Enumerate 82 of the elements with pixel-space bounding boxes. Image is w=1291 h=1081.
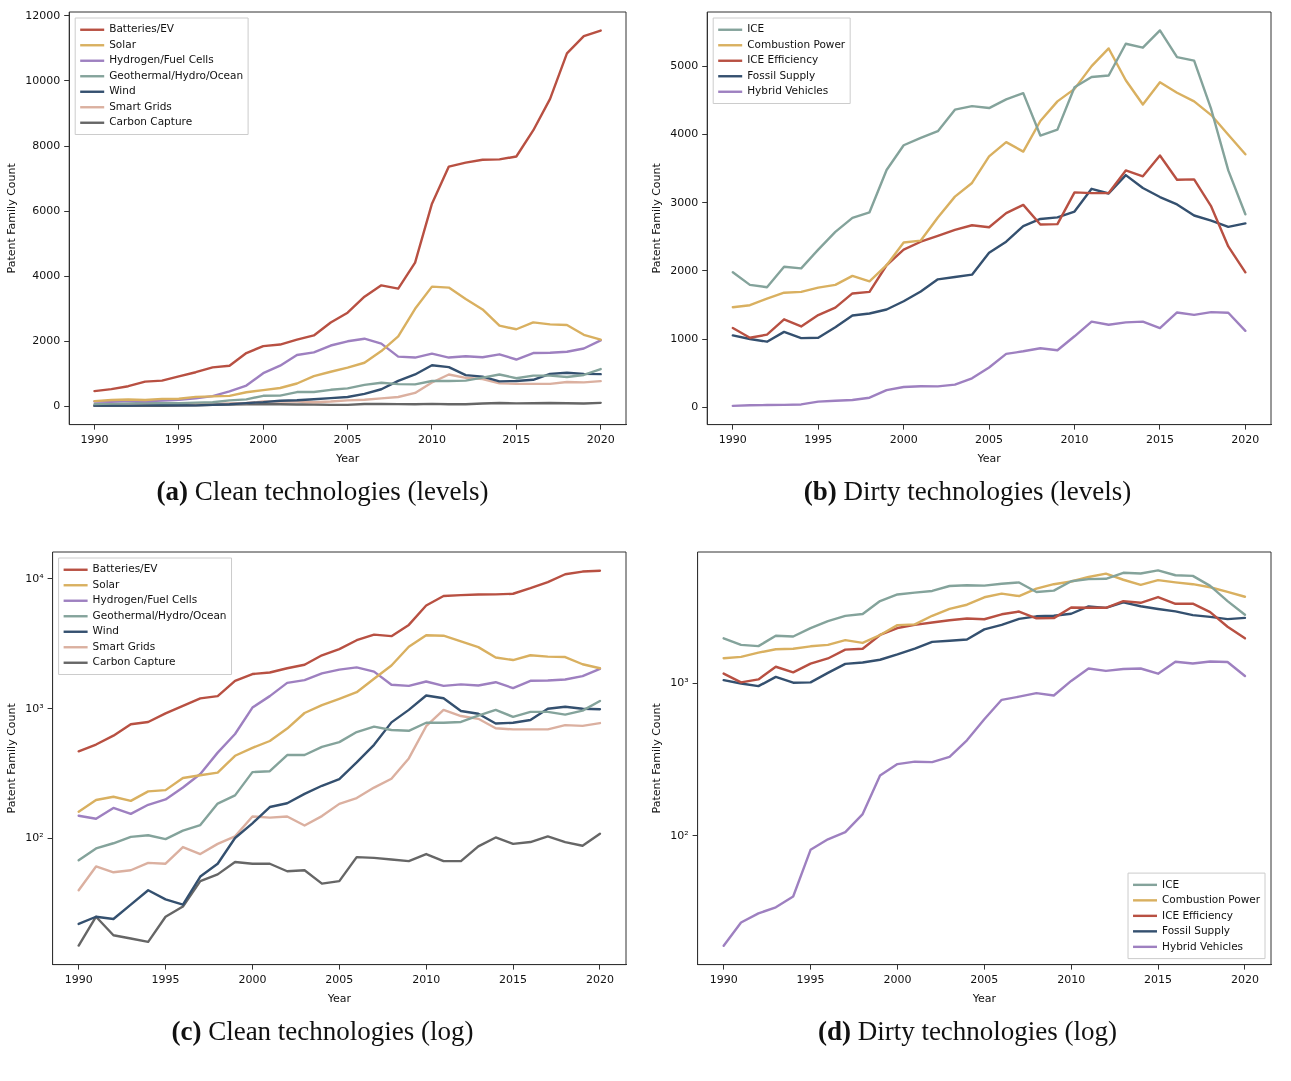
x-axis-title: Year — [334, 452, 360, 466]
y-tick-label: 10² — [670, 828, 689, 842]
legend-label: ICE Efficiency — [747, 53, 819, 66]
x-tick-label: 2005 — [975, 433, 1004, 447]
legend-label: ICE — [747, 22, 765, 35]
x-tick-label: 1990 — [709, 973, 738, 987]
legend-label: Hybrid Vehicles — [747, 84, 829, 97]
y-tick-label: 1000 — [670, 331, 699, 345]
x-tick-label: 2010 — [412, 973, 441, 987]
legend-label: Hybrid Vehicles — [1162, 939, 1244, 952]
x-tick-label: 2020 — [1230, 973, 1259, 987]
legend-label: Carbon Capture — [92, 655, 176, 668]
legend-label: ICE Efficiency — [1162, 908, 1234, 921]
y-tick-label: 0 — [53, 399, 61, 413]
x-tick-label: 1990 — [64, 973, 93, 987]
legend-label: Wind — [92, 624, 119, 637]
x-tick-label: 1995 — [796, 973, 825, 987]
x-tick-label: 2000 — [238, 973, 267, 987]
y-tick-label: 10³ — [25, 701, 44, 715]
x-tick-label: 2005 — [333, 433, 362, 447]
x-tick-label: 2000 — [249, 433, 278, 447]
y-tick-label: 10000 — [25, 73, 61, 87]
text: (a) Clean technologies (levels) — [155, 476, 490, 507]
x-tick-label: 1995 — [804, 433, 833, 447]
x-tick-label: 2000 — [889, 433, 918, 447]
legend-label: Solar — [92, 577, 121, 590]
x-tick-label: 1995 — [151, 973, 180, 987]
legend-label: Smart Grids — [109, 99, 172, 112]
y-tick-label: 8000 — [32, 138, 61, 152]
x-tick-label: 2020 — [1231, 433, 1260, 447]
legend-label: Wind — [109, 84, 136, 97]
y-tick-label: 4000 — [670, 127, 699, 141]
x-tick-label: 2015 — [1144, 973, 1173, 987]
x-tick-label: 2015 — [1145, 433, 1174, 447]
x-tick-label: 2010 — [1057, 973, 1086, 987]
y-tick-label: 10⁴ — [25, 571, 45, 585]
x-tick-label: 1990 — [718, 433, 747, 447]
legend-label: Fossil Supply — [747, 68, 816, 81]
y-tick-label: 0 — [691, 400, 699, 414]
legend-label: Batteries/EV — [92, 562, 159, 575]
x-tick-label: 2015 — [502, 433, 531, 447]
text: (d) Dirty technologies (log) — [816, 1016, 1119, 1047]
x-axis-title: Year — [971, 992, 997, 1006]
y-axis-title: Patent Family Count — [5, 162, 19, 274]
legend-label: Fossil Supply — [1162, 924, 1231, 937]
y-axis-title: Patent Family Count — [650, 702, 664, 814]
y-tick-label: 10³ — [670, 676, 689, 690]
x-tick-label: 2005 — [325, 973, 354, 987]
legend-label: Solar — [109, 37, 137, 50]
legend-label: Combustion Power — [1162, 893, 1261, 906]
y-tick-label: 6000 — [32, 204, 61, 217]
legend-label: Batteries/EV — [109, 22, 175, 35]
y-tick-label: 2000 — [32, 334, 61, 348]
legend-label: Geothermal/Hydro/Ocean — [92, 608, 227, 621]
y-tick-label: 10² — [25, 831, 44, 845]
y-tick-label: 12000 — [25, 8, 61, 22]
x-tick-label: 2020 — [586, 433, 615, 447]
x-axis-title: Year — [976, 452, 1002, 466]
x-axis-title: Year — [326, 992, 352, 1006]
text: (c) Clean technologies (log) — [170, 1016, 475, 1047]
x-tick-label: 2005 — [970, 973, 999, 987]
legend-label: Carbon Capture — [109, 115, 193, 128]
x-tick-label: 2010 — [1060, 433, 1089, 447]
y-tick-label: 2000 — [670, 263, 699, 277]
legend-label: Hydrogen/Fuel Cells — [109, 53, 214, 66]
legend-label: Geothermal/Hydro/Ocean — [109, 68, 244, 81]
legend-label: ICE — [1162, 877, 1180, 890]
y-axis-title: Patent Family Count — [5, 702, 19, 814]
x-tick-label: 2015 — [499, 973, 528, 987]
y-axis-title: Patent Family Count — [650, 162, 664, 274]
x-tick-label: 2020 — [585, 973, 614, 987]
x-tick-label: 2000 — [883, 973, 912, 987]
legend-label: Hydrogen/Fuel Cells — [92, 593, 198, 606]
x-tick-label: 2010 — [417, 433, 446, 447]
legend-label: Smart Grids — [92, 639, 156, 652]
y-tick-label: 3000 — [670, 195, 699, 209]
text: (b) Dirty technologies (levels) — [802, 476, 1133, 507]
y-tick-label: 4000 — [32, 269, 61, 283]
y-tick-label: 5000 — [670, 59, 699, 73]
legend-label: Combustion Power — [747, 37, 846, 50]
x-tick-label: 1995 — [164, 433, 193, 447]
x-tick-label: 1990 — [80, 433, 109, 447]
